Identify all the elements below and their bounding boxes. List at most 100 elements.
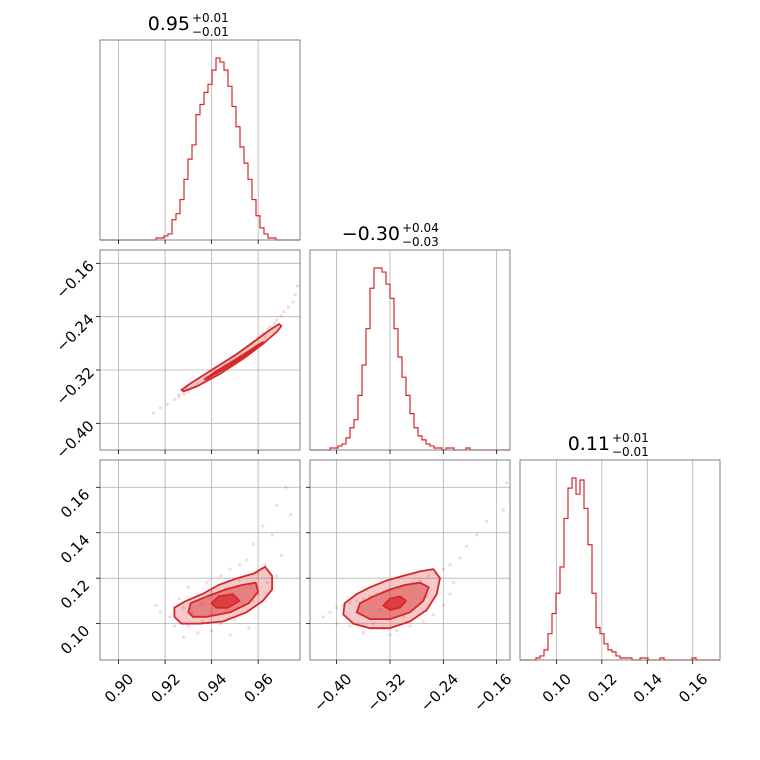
scatter-point <box>293 293 297 297</box>
contour-level-3 <box>210 593 241 609</box>
scatter-point <box>475 533 479 537</box>
x-tick-label: 0.10 <box>539 670 575 706</box>
x-tick-label: −0.40 <box>310 670 355 715</box>
scatter-point <box>177 395 181 399</box>
scatter-point <box>505 481 509 485</box>
scatter-point <box>228 633 232 637</box>
contour-level-2 <box>203 341 264 381</box>
scatter-point <box>448 592 452 596</box>
scatter-point <box>361 631 365 635</box>
scatter-point <box>263 335 267 339</box>
scatter-point <box>165 402 170 406</box>
histogram-series-2 <box>520 477 720 661</box>
scatter-point <box>154 603 158 608</box>
y-tick-label: 0.12 <box>57 576 93 612</box>
scatter-point <box>485 519 489 523</box>
scatter-point <box>219 622 223 626</box>
panel-frame-p0-0 <box>99 39 301 241</box>
scatter-point <box>441 603 445 608</box>
y-tick-label: 0.10 <box>57 622 93 658</box>
scatter-point <box>388 633 392 637</box>
scatter-point <box>172 397 177 401</box>
scatter-point <box>395 628 399 633</box>
scatter-point <box>355 599 359 603</box>
scatter-point <box>186 624 190 628</box>
scatter-point <box>182 392 186 396</box>
scatter-point <box>275 503 279 508</box>
x-tick-label: 0.92 <box>148 670 184 706</box>
scatter-point <box>168 615 172 619</box>
scatter-point <box>272 321 277 325</box>
scatter-point <box>268 325 272 329</box>
scatter-point <box>210 628 214 633</box>
histogram-title-2: 0.11 +0.01−0.01 <box>568 431 649 459</box>
panel-frame-p1-0 <box>99 249 301 451</box>
scatter-point <box>247 626 251 630</box>
x-tick-label: −0.24 <box>417 670 462 715</box>
scatter-point <box>286 305 290 309</box>
scatter-point <box>256 572 260 576</box>
title-minus-error: −0.01 <box>192 25 229 39</box>
scatter-point <box>279 553 283 558</box>
panel-frame-p2-2 <box>519 459 721 661</box>
scatter-point <box>196 631 200 635</box>
scatter-point <box>219 574 223 578</box>
scatter-point <box>296 284 300 288</box>
x-tick-label: 0.90 <box>101 670 137 706</box>
y-tick-label: −0.32 <box>53 364 98 409</box>
scatter-point <box>265 581 270 585</box>
scatter-point <box>378 608 382 612</box>
title-median: 0.95 <box>148 13 190 35</box>
scatter-point <box>270 533 274 537</box>
scatter-point <box>151 411 156 415</box>
histogram-series-0 <box>100 57 300 241</box>
x-tick-label: 0.16 <box>675 670 711 706</box>
scatter-point <box>421 619 425 623</box>
scatter-point <box>441 567 445 571</box>
scatter-point <box>348 624 352 628</box>
title-median: 0.11 <box>568 433 610 455</box>
scatter-point <box>237 578 242 583</box>
scatter-point <box>210 590 214 594</box>
scatter-point <box>401 615 405 619</box>
scatter-point <box>177 597 181 601</box>
scatter-point <box>275 574 279 578</box>
scatter-point <box>251 542 256 546</box>
scatter-point <box>427 574 431 578</box>
title-plus-error: +0.01 <box>612 431 649 445</box>
scatter-point <box>418 578 422 583</box>
title-minus-error: −0.01 <box>612 445 649 459</box>
x-tick-label: 0.12 <box>584 670 620 706</box>
scatter-point <box>448 562 452 567</box>
scatter-point <box>501 508 505 512</box>
histogram-series-1 <box>310 267 510 451</box>
scatter-point <box>237 562 242 567</box>
scatter-point <box>465 544 469 548</box>
x-tick-label: −0.16 <box>470 670 515 715</box>
scatter-point <box>172 624 177 628</box>
x-tick-label: 0.94 <box>194 670 230 706</box>
scatter-point <box>284 485 288 489</box>
scatter-point <box>458 556 462 560</box>
scatter-point <box>177 393 181 397</box>
y-tick-label: 0.14 <box>57 531 93 567</box>
scatter-point <box>348 601 352 605</box>
scatter-point <box>291 300 295 304</box>
title-plus-error: +0.04 <box>402 221 439 235</box>
title-minus-error: −0.03 <box>402 235 439 249</box>
scatter-point <box>279 314 283 318</box>
scatter-point <box>321 615 325 619</box>
scatter-point <box>328 610 332 614</box>
title-median: −0.30 <box>342 223 400 245</box>
scatter-point <box>205 581 209 585</box>
x-tick-label: −0.32 <box>364 670 409 715</box>
scatter-point <box>335 606 339 610</box>
y-tick-label: −0.16 <box>53 257 98 302</box>
panel-frame-p2-0 <box>99 459 301 661</box>
x-tick-label: 0.14 <box>630 670 666 706</box>
x-tick-label: 0.96 <box>241 670 277 706</box>
scatter-point <box>158 610 163 614</box>
scatter-point <box>275 318 279 322</box>
panel-frame-p1-1 <box>309 249 511 451</box>
